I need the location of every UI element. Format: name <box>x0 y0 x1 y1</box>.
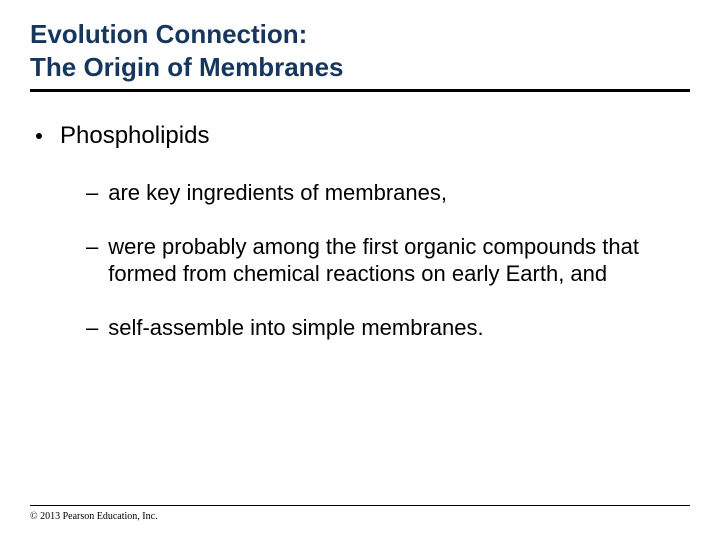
slide: Evolution Connection: The Origin of Memb… <box>0 0 720 540</box>
copyright-text: © 2013 Pearson Education, Inc. <box>30 511 158 522</box>
title-line-1: Evolution Connection: <box>30 18 690 51</box>
title-line-2: The Origin of Membranes <box>30 51 690 84</box>
bullet-level1: Phospholipids <box>36 120 690 151</box>
bullet-dot-icon <box>36 133 42 139</box>
footer-rule <box>30 505 690 506</box>
bullet-level2: – self-assemble into simple membranes. <box>86 314 670 342</box>
slide-title: Evolution Connection: The Origin of Memb… <box>30 18 690 83</box>
bullet-level2-text: self-assemble into simple membranes. <box>108 314 483 342</box>
dash-icon: – <box>86 179 98 207</box>
bullet-level2-text: are key ingredients of membranes, <box>108 179 447 207</box>
dash-icon: – <box>86 233 98 261</box>
bullet-level1-text: Phospholipids <box>60 120 209 151</box>
bullet-level2: – are key ingredients of membranes, <box>86 179 670 207</box>
title-underline <box>30 89 690 92</box>
bullet-level2-text: were probably among the first organic co… <box>108 233 670 288</box>
dash-icon: – <box>86 314 98 342</box>
bullet-level2: – were probably among the first organic … <box>86 233 670 288</box>
